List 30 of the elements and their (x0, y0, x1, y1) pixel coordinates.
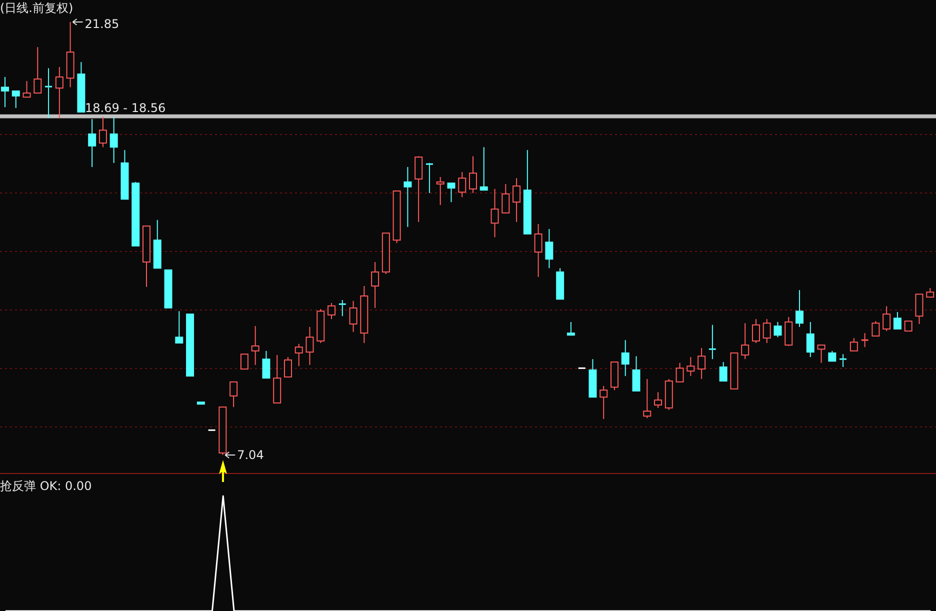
candlestick (88, 118, 96, 168)
candlestick (534, 224, 542, 278)
candlestick (55, 66, 64, 119)
candlestick (621, 340, 630, 377)
candlestick (404, 166, 412, 228)
candlestick (796, 290, 804, 328)
candlestick (686, 356, 695, 377)
chart-title: 抢反弹 OK: 0.00 (0, 478, 92, 495)
candlestick (806, 321, 814, 358)
candlestick (436, 176, 444, 206)
annotation: 7.04 (237, 448, 264, 462)
annotation: 21.85 (84, 17, 120, 31)
candlestick (698, 347, 706, 380)
candlestick (1, 76, 9, 108)
candlestick (110, 116, 118, 164)
candlestick (44, 68, 53, 119)
candlestick (860, 332, 870, 348)
candlestick (349, 300, 358, 332)
candlestick (306, 326, 314, 366)
candlestick (490, 188, 499, 238)
candlestick (360, 286, 368, 344)
candlestick (838, 354, 848, 368)
band-label: 18.69 - 18.56 (85, 100, 166, 115)
candlestick (251, 326, 260, 366)
chart-title: (日线.前复权) (0, 0, 74, 17)
candlestick (545, 228, 554, 269)
candlestick (512, 178, 521, 222)
candlestick (66, 22, 74, 88)
candlestick (371, 262, 380, 308)
candlestick (708, 324, 717, 360)
